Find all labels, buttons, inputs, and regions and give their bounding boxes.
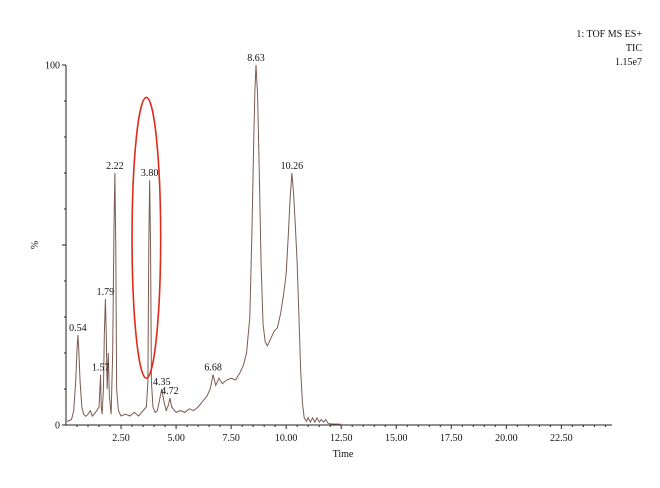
peak-label: 4.72 xyxy=(161,386,179,397)
x-tick-label: 7.50 xyxy=(222,433,240,444)
x-tick-label: 2.50 xyxy=(112,433,130,444)
peak-label: 3.80 xyxy=(141,168,159,179)
x-tick-label: 17.50 xyxy=(440,433,463,444)
chart-header: 1: TOF MS ES+ TIC 1.15e7 xyxy=(576,28,642,70)
peak-label: 1.79 xyxy=(97,287,115,298)
x-tick-label: 15.00 xyxy=(385,433,408,444)
x-ticks: 2.50 5.00 7.50 10.00 12.50 15.00 17.50 20.00 22.… xyxy=(76,425,606,444)
peak-label: 8.63 xyxy=(247,53,265,64)
peak-label: 1.57 xyxy=(92,363,110,374)
header-line-intensity: 1.15e7 xyxy=(615,57,642,68)
peak-label: 0.54 xyxy=(69,323,87,334)
y-axis-label: % xyxy=(30,241,41,249)
x-tick-label: 20.00 xyxy=(495,433,518,444)
header-line-mode: 1: TOF MS ES+ xyxy=(576,29,642,40)
peak-label: 10.26 xyxy=(281,161,304,172)
x-tick-label: 5.00 xyxy=(167,433,185,444)
x-tick-label: 22.50 xyxy=(550,433,573,444)
y-minor-ticks xyxy=(62,100,66,390)
y-tick-label: 100 xyxy=(45,61,60,72)
peak-label: 4.35 xyxy=(153,377,171,388)
y-ticks: 0 100 xyxy=(45,61,66,432)
peak-label: 2.22 xyxy=(106,161,124,172)
y-tick-label: 0 xyxy=(55,421,60,432)
header-line-trace: TIC xyxy=(625,43,642,54)
highlight-ellipse xyxy=(131,96,162,379)
peak-label: 6.68 xyxy=(204,363,222,374)
x-tick-label: 12.50 xyxy=(330,433,353,444)
peak-annotations: 0.54 1.57 1.79 2.22 3.80 4.354.72 6.68 8.63 10.2… xyxy=(69,53,303,397)
tic-trace-line xyxy=(66,64,342,425)
x-axis-label: Time xyxy=(333,449,354,460)
x-tick-label: 10.00 xyxy=(275,433,298,444)
